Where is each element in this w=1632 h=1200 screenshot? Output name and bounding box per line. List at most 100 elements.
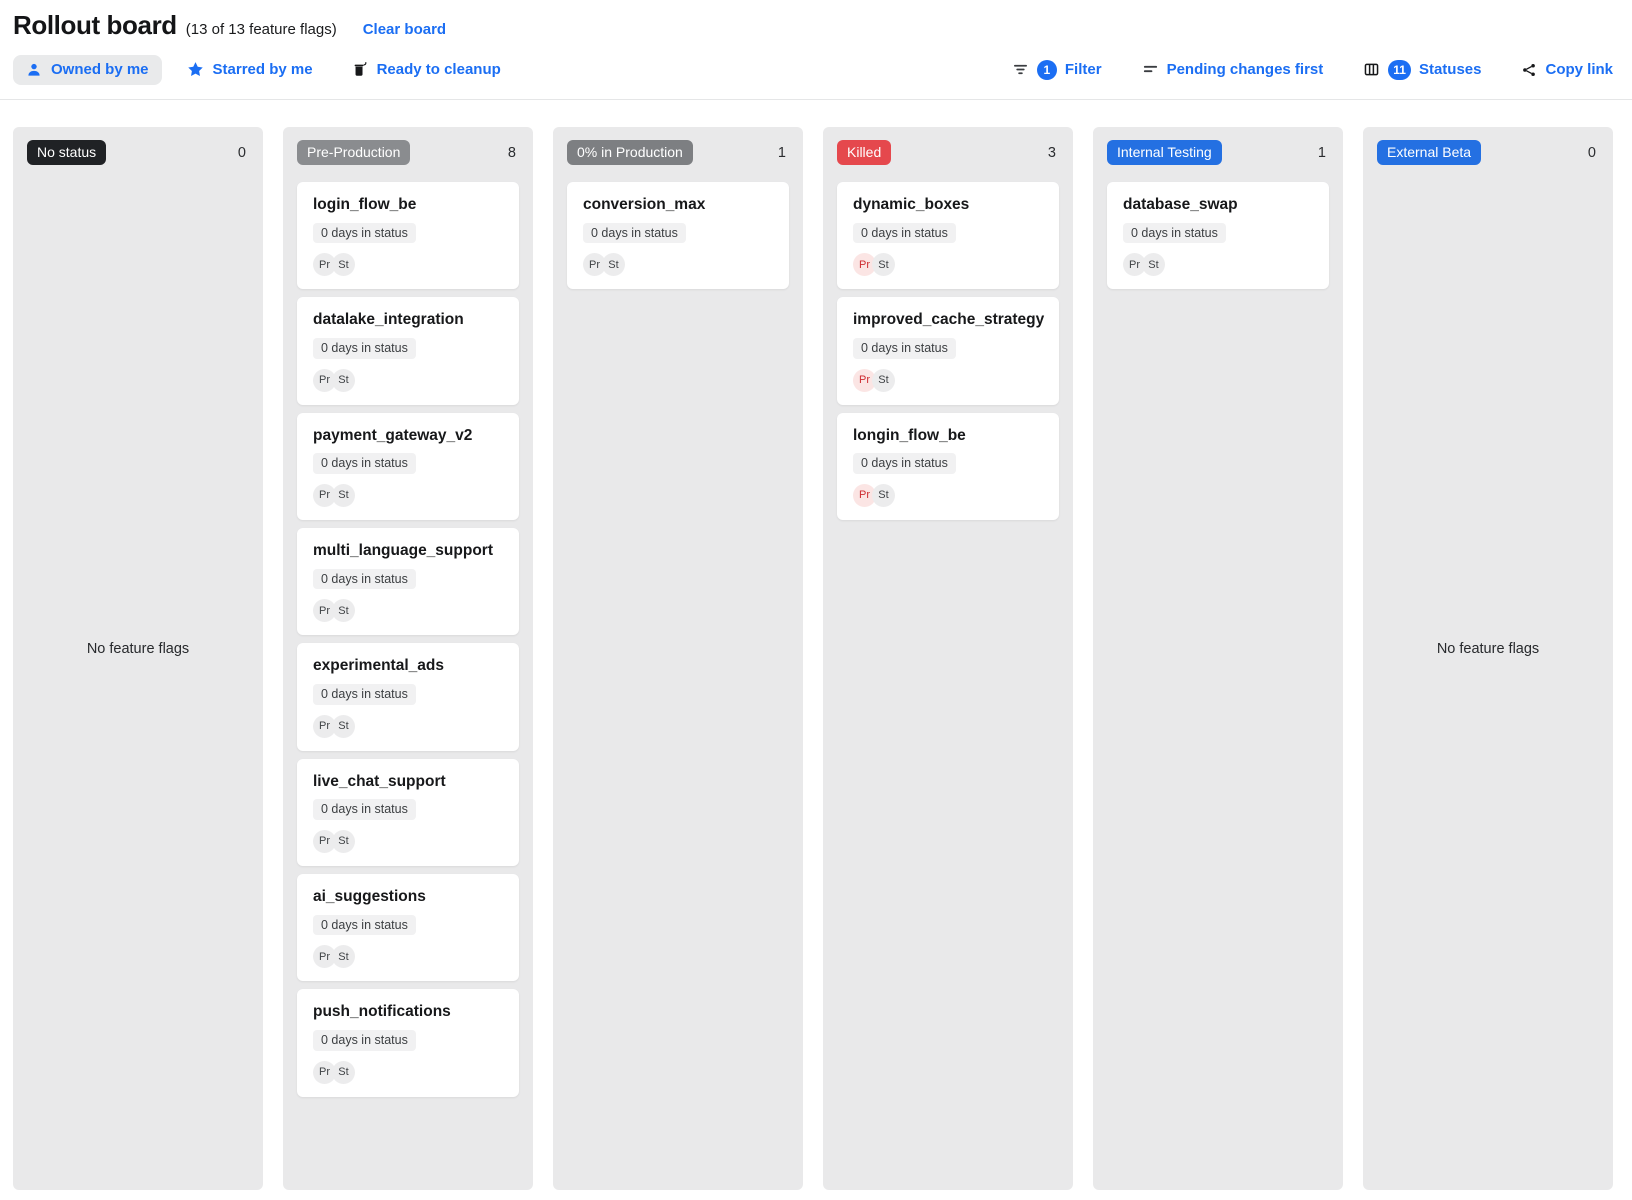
sort-label: Pending changes first: [1166, 61, 1324, 78]
avatar-chip-group: Pr St: [313, 253, 503, 277]
column-status-badge: Internal Testing: [1107, 140, 1222, 165]
flag-name: longin_flow_be: [853, 426, 966, 444]
statuses-button[interactable]: 11 Statuses: [1363, 59, 1482, 80]
column-header: Killed 3: [837, 140, 1059, 165]
avatar-chip: St: [872, 483, 895, 507]
toolbar: Owned by me Starred by me Ready to clean…: [13, 53, 1613, 86]
starred-by-me-filter[interactable]: Starred by me: [174, 54, 326, 85]
copy-link-label: Copy link: [1545, 61, 1613, 78]
star-icon: [187, 61, 204, 78]
copy-link-button[interactable]: Copy link: [1521, 62, 1613, 78]
board-columns-icon: [1363, 61, 1380, 78]
avatar-chip-group: Pr St: [853, 368, 1043, 392]
column-count: 8: [507, 144, 516, 161]
column-status-badge: External Beta: [1377, 140, 1482, 165]
avatar-chip: Pr: [1123, 253, 1146, 277]
avatar-chip: Pr: [313, 1060, 336, 1084]
avatar-chip: Pr: [313, 253, 336, 277]
empty-column-message: No feature flags: [86, 641, 190, 657]
owned-by-me-label: Owned by me: [51, 61, 149, 78]
card-list: conversion_max 0 days in status Pr St: [567, 182, 789, 290]
feature-flag-card[interactable]: database_swap 0 days in status Pr St: [1107, 182, 1329, 290]
feature-flag-card[interactable]: push_notifications 0 days in status Pr St: [297, 989, 519, 1097]
clear-board-link[interactable]: Clear board: [362, 21, 447, 38]
flag-name: payment_gateway_v2: [313, 426, 473, 444]
avatar-chip: St: [1142, 253, 1165, 277]
avatar-chip-group: Pr St: [313, 945, 503, 969]
column-header: Pre-Production 8: [297, 140, 519, 165]
feature-flag-card[interactable]: live_chat_support 0 days in status Pr St: [297, 758, 519, 866]
avatar-chip-group: Pr St: [583, 253, 773, 277]
column-header: Internal Testing 1: [1107, 140, 1329, 165]
column-no-status: No status 0 No feature flags: [13, 127, 263, 1190]
avatar-chip: Pr: [313, 945, 336, 969]
statuses-count-badge: 11: [1388, 59, 1411, 80]
flag-name: ai_suggestions: [313, 887, 426, 905]
flag-name: datalake_integration: [313, 311, 464, 329]
days-in-status-badge: 0 days in status: [313, 338, 416, 359]
flag-name: push_notifications: [313, 1003, 451, 1021]
avatar-chip: St: [332, 714, 355, 738]
empty-column-message: No feature flags: [1436, 641, 1540, 657]
avatar-chip-group: Pr St: [853, 253, 1043, 277]
column-count: 1: [777, 144, 786, 161]
flag-name: login_flow_be: [313, 196, 417, 213]
header-divider: [0, 99, 1632, 100]
filter-icon: [1012, 61, 1029, 78]
feature-flag-card[interactable]: login_flow_be 0 days in status Pr St: [297, 182, 519, 290]
avatar-chip: St: [332, 1060, 355, 1084]
avatar-chip: Pr: [583, 253, 606, 277]
filter-button[interactable]: 1 Filter: [1012, 59, 1102, 80]
flag-name: experimental_ads: [313, 657, 444, 675]
column-status-badge: No status: [27, 140, 107, 165]
feature-flag-card[interactable]: payment_gateway_v2 0 days in status Pr St: [297, 412, 519, 520]
feature-flag-card[interactable]: improved_cache_strategy 0 days in status P…: [837, 297, 1059, 405]
flag-name: conversion_max: [583, 196, 706, 213]
column-external-beta: External Beta 0 No feature flags: [1363, 127, 1613, 1190]
feature-flag-card[interactable]: experimental_ads 0 days in status Pr St: [297, 643, 519, 751]
starred-by-me-label: Starred by me: [212, 61, 313, 78]
sort-button[interactable]: Pending changes first: [1142, 61, 1324, 78]
avatar-chip: Pr: [313, 714, 336, 738]
avatar-chip: Pr: [853, 253, 876, 277]
avatar-chip: St: [872, 253, 895, 277]
avatar-chip: Pr: [853, 368, 876, 392]
share-icon: [1521, 62, 1537, 78]
flag-count-subtitle: (13 of 13 feature flags): [185, 21, 337, 38]
owned-by-me-filter[interactable]: Owned by me: [13, 54, 162, 85]
avatar-chip: St: [332, 483, 355, 507]
avatar-chip: St: [332, 829, 355, 853]
column-count: 0: [237, 144, 246, 161]
avatar-chip-group: Pr St: [313, 714, 503, 738]
feature-flag-card[interactable]: conversion_max 0 days in status Pr St: [567, 182, 789, 290]
feature-flag-card[interactable]: datalake_integration 0 days in status Pr St: [297, 297, 519, 405]
column-header: 0% in Production 1: [567, 140, 789, 165]
column-count: 0: [1587, 144, 1596, 161]
feature-flag-card[interactable]: longin_flow_be 0 days in status Pr St: [837, 412, 1059, 520]
statuses-label: Statuses: [1418, 61, 1482, 78]
flag-name: dynamic_boxes: [853, 196, 970, 213]
column-killed: Killed 3 dynamic_boxes 0 days in status Pr St…: [823, 127, 1073, 1190]
page-title: Rollout board: [13, 10, 177, 40]
column-status-badge: Pre-Production: [297, 140, 411, 165]
column-status-badge: 0% in Production: [567, 140, 693, 165]
column-0-in-production: 0% in Production 1 conversion_max 0 days in…: [553, 127, 803, 1190]
avatar-chip: Pr: [313, 483, 336, 507]
person-icon: [26, 62, 42, 78]
flag-name: multi_language_support: [313, 541, 493, 559]
feature-flag-card[interactable]: multi_language_support 0 days in status Pr…: [297, 527, 519, 636]
avatar-chip: Pr: [853, 483, 876, 507]
days-in-status-badge: 0 days in status: [313, 684, 416, 705]
feature-flag-card[interactable]: ai_suggestions 0 days in status Pr St: [297, 873, 519, 982]
toolbar-left: Owned by me Starred by me Ready to clean…: [13, 54, 514, 85]
ready-to-cleanup-filter[interactable]: Ready to cleanup: [338, 54, 514, 85]
filter-count-badge: 1: [1036, 59, 1057, 80]
avatar-chip-group: Pr St: [313, 1060, 503, 1084]
header: Rollout board (13 of 13 feature flags) C…: [13, 10, 1613, 41]
column-status-badge: Killed: [837, 140, 892, 165]
feature-flag-card[interactable]: dynamic_boxes 0 days in status Pr St: [837, 182, 1059, 290]
avatar-chip: Pr: [313, 368, 336, 392]
avatar-chip-group: Pr St: [853, 483, 1043, 507]
avatar-chip: St: [332, 945, 355, 969]
